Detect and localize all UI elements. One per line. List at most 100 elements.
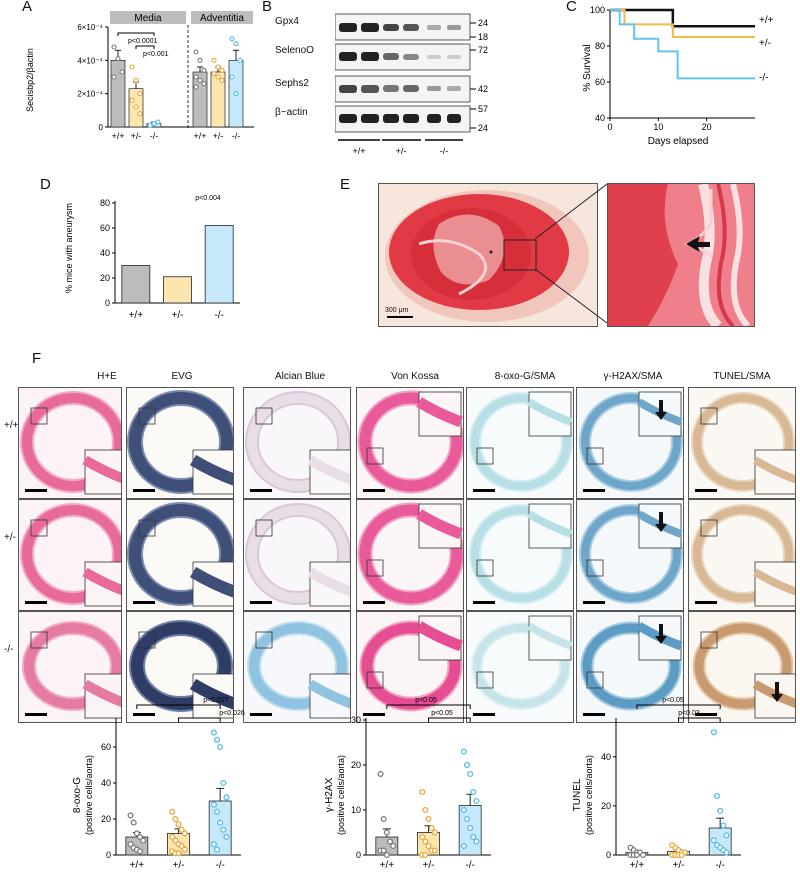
sig-bracket bbox=[386, 704, 471, 709]
data-point bbox=[220, 779, 227, 787]
data-point bbox=[197, 77, 203, 83]
histology-tile bbox=[688, 611, 796, 723]
vessel-ring bbox=[471, 506, 571, 602]
inset-tissue bbox=[82, 567, 121, 596]
inset-tissue bbox=[416, 397, 463, 428]
panel-g-ylabel: 8-oxo-G bbox=[72, 777, 83, 813]
data-point bbox=[380, 815, 387, 823]
histology-tile bbox=[466, 499, 574, 611]
panel-g-p2: p<0.026 bbox=[219, 710, 245, 717]
band-label-bactin: β−actin bbox=[275, 107, 308, 118]
histology-tile bbox=[688, 499, 796, 611]
y-tick-label: 60 bbox=[101, 742, 111, 752]
data-point bbox=[215, 74, 221, 80]
blot-group-ko: -/- bbox=[440, 146, 449, 156]
inset-tissue bbox=[526, 622, 573, 650]
region-box bbox=[586, 671, 604, 689]
data-point bbox=[210, 841, 217, 848]
vessel-ring bbox=[359, 504, 463, 604]
bar bbox=[204, 225, 234, 304]
x-tick-label: -/- bbox=[465, 860, 474, 871]
vessel-ring bbox=[693, 506, 793, 602]
panel-label-c: C bbox=[566, 0, 577, 15]
data-point bbox=[169, 833, 176, 841]
y-tick-label: 60 bbox=[595, 77, 605, 87]
data-point bbox=[386, 838, 394, 845]
data-point bbox=[111, 44, 117, 50]
scale-bar bbox=[133, 601, 155, 604]
region-box bbox=[366, 671, 384, 689]
data-point bbox=[111, 74, 117, 80]
series-label: -/- bbox=[759, 72, 768, 83]
data-point bbox=[136, 848, 144, 855]
data-point bbox=[213, 736, 221, 743]
vessel-ring bbox=[581, 506, 681, 602]
adventitia-header-bg bbox=[191, 11, 253, 24]
data-point bbox=[215, 64, 221, 70]
x-tick-label: +/- bbox=[423, 860, 435, 871]
arrow-icon bbox=[655, 400, 667, 420]
panel-a-p1: p<0.0001 bbox=[128, 38, 157, 45]
sig-bracket bbox=[178, 717, 221, 722]
data-point bbox=[211, 71, 217, 77]
arrow-icon bbox=[686, 236, 710, 252]
data-point bbox=[460, 842, 467, 850]
series-line-2 bbox=[610, 9, 755, 80]
region-box bbox=[366, 447, 384, 465]
y-tick-label: 20 bbox=[101, 814, 111, 824]
data-point bbox=[133, 104, 139, 110]
vessel-ring bbox=[249, 623, 347, 709]
y-tick-label: 0 bbox=[606, 850, 611, 860]
data-point bbox=[390, 842, 397, 850]
region-box bbox=[586, 559, 604, 577]
panel-label-e: E bbox=[340, 176, 351, 193]
data-point bbox=[213, 846, 221, 853]
data-point bbox=[193, 84, 199, 90]
region-box bbox=[255, 407, 273, 425]
x-tick-label: +/+ bbox=[111, 131, 124, 141]
x-tick-label: +/- bbox=[213, 131, 224, 141]
data-point bbox=[463, 815, 471, 823]
band-label-gpx4: Gpx4 bbox=[275, 16, 299, 27]
region-box bbox=[30, 631, 48, 649]
vessel-ring bbox=[473, 624, 569, 708]
scale-bar bbox=[25, 601, 47, 604]
data-point bbox=[193, 49, 199, 55]
inset-tissue bbox=[307, 679, 350, 709]
x-tick-label: 0 bbox=[607, 122, 612, 132]
y-tick-label: 20 bbox=[100, 273, 110, 283]
region-box bbox=[138, 519, 156, 537]
scale-bar bbox=[473, 713, 495, 716]
band-label-sephs2: Sephs2 bbox=[275, 78, 309, 89]
marker-18: 18 bbox=[478, 32, 488, 42]
data-point bbox=[178, 842, 185, 850]
data-point bbox=[223, 833, 230, 841]
col-title-8oxog: 8-oxo-G/SMA bbox=[494, 371, 556, 382]
data-point bbox=[473, 838, 480, 845]
data-point bbox=[133, 830, 140, 837]
histology-tile bbox=[18, 611, 122, 723]
data-point bbox=[710, 729, 717, 736]
y-tick-label: 6×10⁻⁴ bbox=[77, 23, 103, 32]
inset-tissue bbox=[82, 679, 121, 708]
data-point bbox=[137, 111, 143, 117]
row-label-het: +/- bbox=[4, 532, 16, 543]
vessel-ring bbox=[22, 393, 121, 491]
arrow-icon bbox=[655, 624, 667, 644]
region-box bbox=[586, 447, 604, 465]
histology-tile bbox=[356, 611, 464, 723]
data-point bbox=[229, 36, 235, 42]
scale-bar bbox=[473, 489, 495, 492]
data-point bbox=[377, 770, 384, 778]
scale-bar bbox=[695, 601, 717, 604]
panel-a-p2: p<0.001 bbox=[143, 51, 169, 58]
x-tick-label: -/- bbox=[215, 860, 224, 871]
data-point bbox=[428, 824, 435, 832]
panel-i-chart: TUNEL (positive cells/aorta) p<0.05 p<0.… bbox=[572, 697, 741, 871]
panel-i-ylabel: TUNEL bbox=[572, 778, 583, 811]
panel-c-ylabel: % Survival bbox=[582, 44, 593, 91]
arrow-icon bbox=[655, 512, 667, 532]
data-point bbox=[473, 797, 480, 805]
region-box bbox=[700, 519, 718, 537]
scale-bar bbox=[583, 489, 605, 492]
